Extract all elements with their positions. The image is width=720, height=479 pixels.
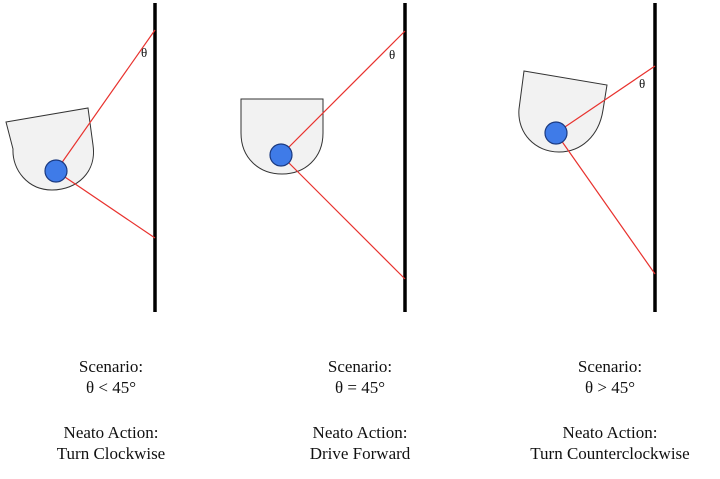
caption-3: Scenario: θ > 45° Neato Action: Turn Cou…	[490, 356, 720, 464]
action-value-2: Drive Forward	[309, 444, 411, 463]
robot-body-3	[518, 70, 608, 153]
ray-lower-1	[55, 170, 156, 239]
action-label-2: Neato Action:	[312, 423, 408, 442]
action-value-1: Turn Clockwise	[56, 444, 166, 463]
scenario-condition-1: θ < 45°	[85, 378, 137, 397]
panel-2: θ	[240, 3, 407, 312]
robot-body-1	[5, 107, 94, 191]
ray-upper-1	[55, 29, 156, 172]
action-value-3: Turn Counterclockwise	[530, 444, 690, 463]
ray-upper-2	[280, 30, 406, 156]
scenario-condition-3: θ > 45°	[584, 378, 636, 397]
caption-2: Scenario: θ = 45° Neato Action: Drive Fo…	[240, 356, 480, 464]
ray-lower-3	[555, 132, 656, 275]
robot-body-2	[240, 98, 324, 175]
action-label-3: Neato Action:	[562, 423, 658, 442]
scenario-condition-2: θ = 45°	[334, 378, 386, 397]
sensor-2	[269, 143, 293, 167]
panel-3: θ	[518, 3, 657, 312]
action-label-1: Neato Action:	[63, 423, 159, 442]
theta-label-3: θ	[639, 76, 645, 91]
panel-1: θ	[5, 3, 157, 312]
theta-label-1: θ	[141, 45, 147, 60]
sensor-1	[44, 159, 68, 183]
sensor-3	[544, 121, 568, 145]
ray-upper-3	[555, 65, 656, 134]
scenario-label-2: Scenario:	[327, 357, 393, 376]
caption-1: Scenario: θ < 45° Neato Action: Turn Clo…	[0, 356, 231, 464]
ray-lower-2	[280, 154, 406, 280]
theta-label-2: θ	[389, 47, 395, 62]
scenario-label-1: Scenario:	[78, 357, 144, 376]
scenario-label-3: Scenario:	[577, 357, 643, 376]
